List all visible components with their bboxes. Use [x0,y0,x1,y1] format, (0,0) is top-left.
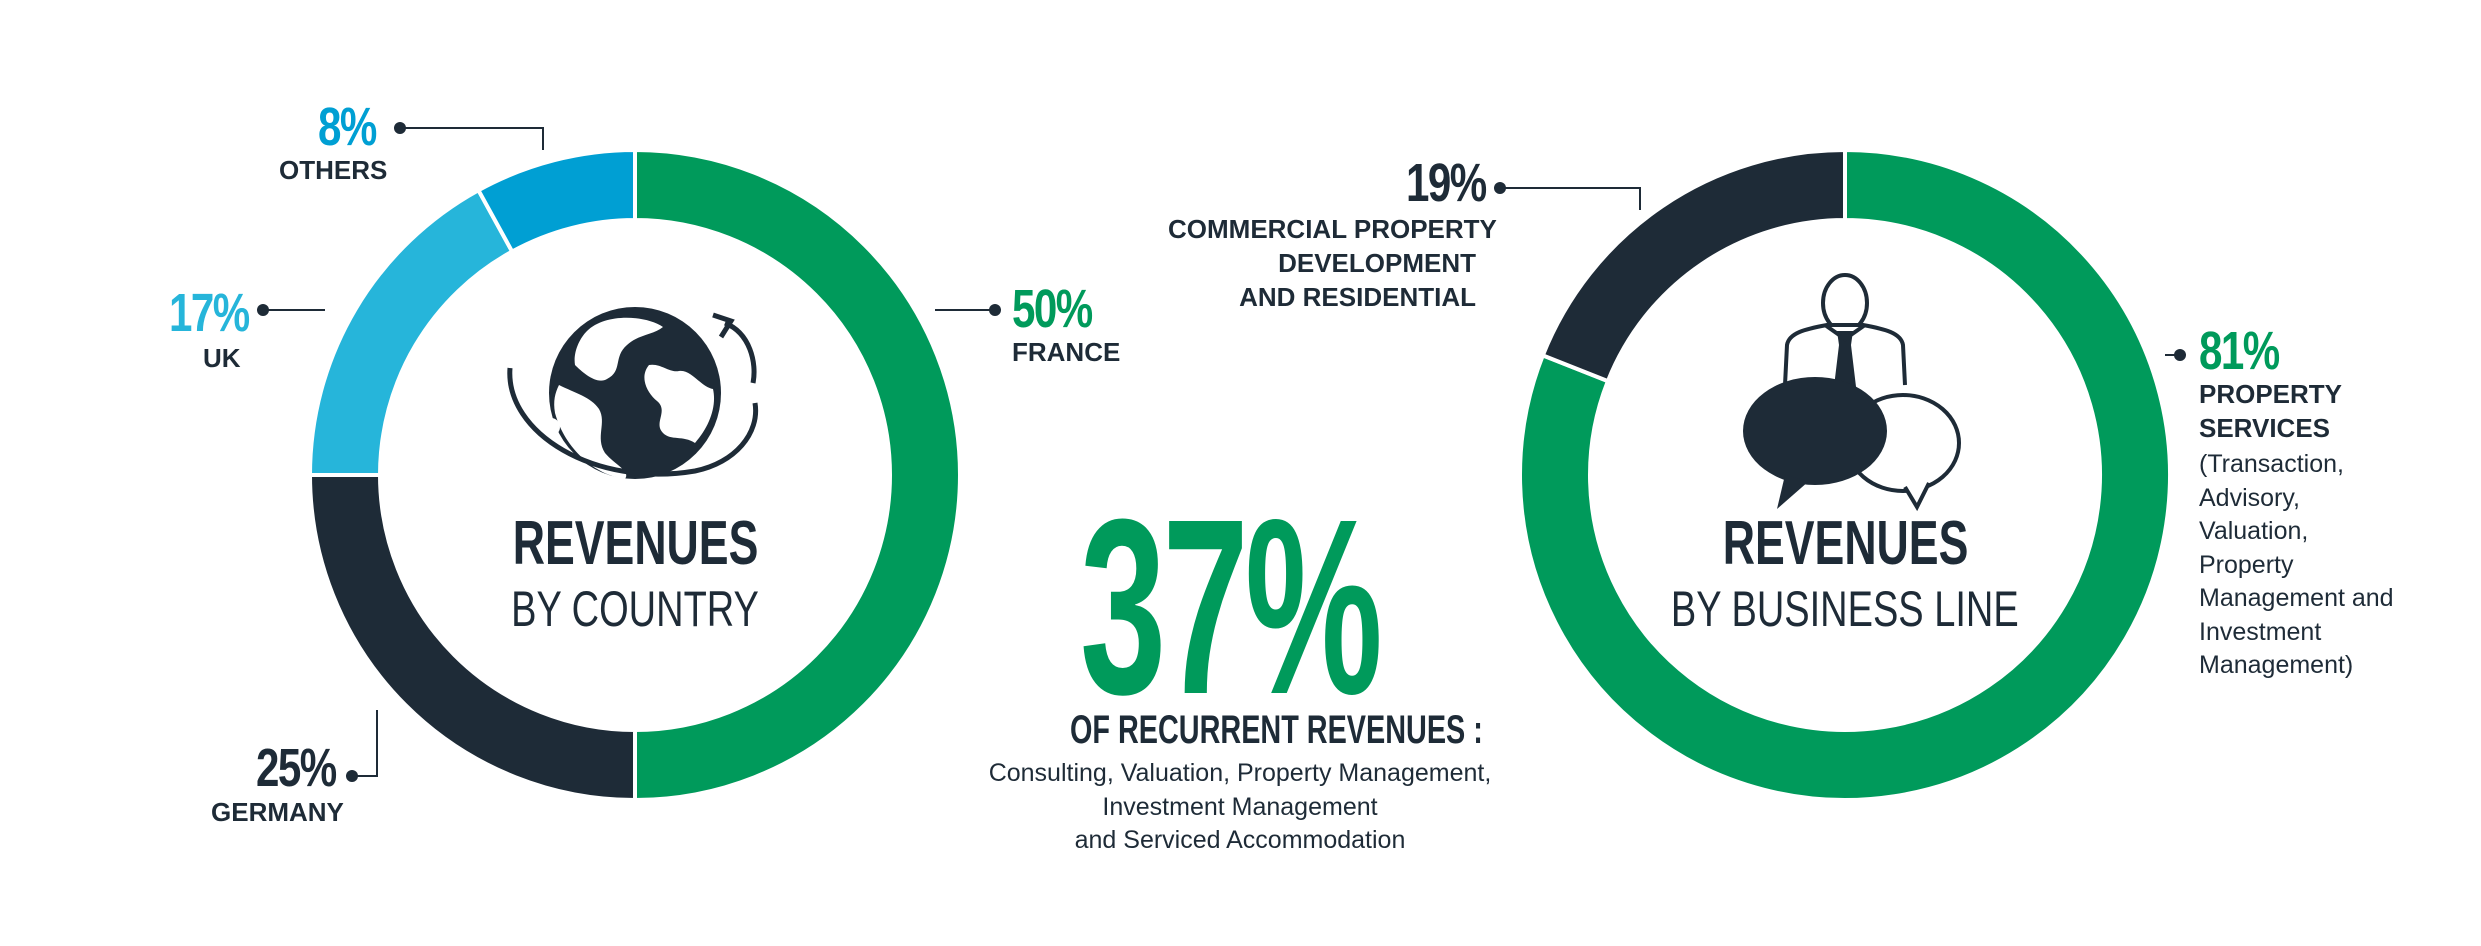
description-line: Valuation, [2199,517,2309,545]
description-line: Management) [2199,651,2354,679]
recurrent-line: Consulting, Valuation, Property Manageme… [988,759,1492,787]
recurrent-line: and Serviced Accommodation [1074,826,1406,854]
description-line: (Transaction, [2199,450,2344,478]
slice-label-name: OTHERS [279,155,388,185]
globe-icon [507,307,759,479]
donut-slice-property-services [1518,147,2172,802]
slice-label-value: 81% [2199,321,2280,381]
chart-subtitle: BY COUNTRY [511,581,759,637]
leader-line [352,710,378,777]
chart-title: REVENUES [512,509,759,578]
label-line: COMMERCIAL PROPERTY [1168,214,1497,244]
leader-dot [989,304,1001,316]
description-line: Advisory, [2199,483,2300,512]
donut-slice-uk [307,187,515,477]
slice-label-value: 17% [169,283,250,343]
leader-dot [394,122,406,134]
description-line: Property [2199,550,2294,579]
label-line: AND RESIDENTIAL [1239,282,1476,312]
slice-label-value: 8% [318,97,377,157]
slice-label-value: 25% [256,738,337,798]
leader-dot [257,304,269,316]
donut-slice-france [633,147,962,803]
slice-label-name: PROPERTY SERVICES [2199,378,2342,445]
leader-line [400,127,544,150]
label-line: PROPERTY SERVICES [2199,379,2342,443]
chart-title: REVENUES [1722,509,1969,578]
slice-label-value: 19% [1406,153,1487,213]
chart-subtitle: BY BUSINESS LINE [1671,581,2019,637]
recurrent-line: Investment Management [1102,792,1378,821]
label-line: DEVELOPMENT [1278,248,1476,278]
donut-slice-commercial-property-development-and-residential [1540,147,1847,384]
slice-label-value: 50% [1012,279,1093,339]
description-line: Management and [2199,584,2394,612]
description-line: Investment [2199,617,2322,646]
leader-dot [1494,182,1506,194]
recurrent-heading: OF RECURRENT REVENUES : [1070,708,1483,752]
slice-label-name: UK [203,343,241,373]
recurrent-description: Consulting, Valuation, Property Manageme… [940,757,1540,858]
leader-line [1500,187,1641,210]
businessman-speech-bubbles-icon [1743,273,1961,512]
leader-dot [346,770,358,782]
leader-dot [2174,349,2186,361]
slice-label-name: COMMERCIAL PROPERTY DEVELOPMENT AND RESI… [1168,212,1497,314]
slice-description: (Transaction, Advisory, Valuation, Prope… [2199,448,2394,683]
donut-slice-others [475,147,637,255]
slice-label-name: GERMANY [211,797,344,827]
recurrent-percentage: 37% [1080,467,1383,746]
slice-label-name: FRANCE [1012,337,1121,367]
